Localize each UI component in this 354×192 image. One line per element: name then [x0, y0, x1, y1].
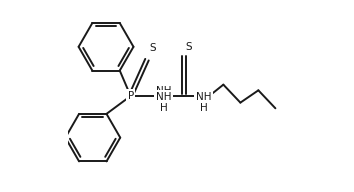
- Text: P: P: [127, 91, 134, 101]
- Text: NH
H: NH H: [156, 86, 171, 108]
- Text: S: S: [149, 43, 156, 53]
- Text: NH: NH: [196, 92, 211, 102]
- Text: NH: NH: [156, 92, 171, 102]
- Text: H: H: [200, 103, 207, 113]
- Text: H: H: [160, 103, 168, 113]
- Text: S: S: [185, 42, 192, 52]
